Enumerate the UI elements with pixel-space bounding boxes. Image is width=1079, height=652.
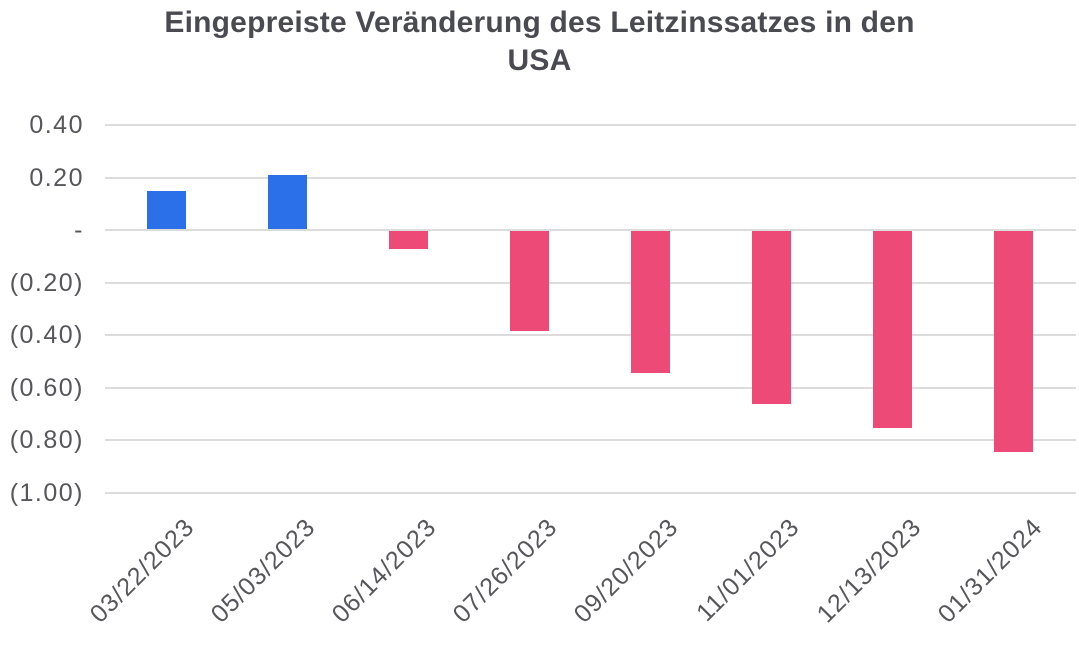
gridline xyxy=(105,176,1076,179)
x-axis-tick-label: 06/14/2023 xyxy=(326,513,443,629)
y-axis-tick-label: (1.00) xyxy=(9,478,84,507)
y-axis-tick-label: 0.20 xyxy=(29,163,84,192)
gridline xyxy=(105,386,1076,389)
y-axis-tick-label: - xyxy=(74,216,84,244)
chart-title-line2: USA xyxy=(507,44,572,77)
bar xyxy=(510,231,549,331)
x-axis-tick-label: 09/20/2023 xyxy=(569,513,685,629)
bar xyxy=(147,190,186,229)
bar xyxy=(994,231,1033,452)
bar xyxy=(631,231,670,373)
gridline xyxy=(105,491,1076,494)
x-axis-tick-label: 07/26/2023 xyxy=(447,513,564,629)
gridline xyxy=(105,334,1076,336)
y-axis-tick-label: (0.20) xyxy=(9,268,84,297)
x-axis-tick-label: 12/13/2023 xyxy=(811,513,927,629)
bar xyxy=(873,231,912,428)
gridline xyxy=(105,229,1076,231)
bar xyxy=(389,231,428,250)
y-axis-tick-label: (0.40) xyxy=(9,321,84,349)
x-axis-tick-label: 01/31/2024 xyxy=(932,513,1048,629)
gridline xyxy=(105,281,1076,284)
gridline xyxy=(105,124,1076,126)
y-axis-tick-label: (0.60) xyxy=(9,373,84,402)
bar xyxy=(752,231,791,405)
bar xyxy=(268,174,307,229)
y-axis-tick-label: 0.40 xyxy=(29,111,84,139)
x-axis-tick-label: 03/22/2023 xyxy=(84,513,200,629)
y-axis-tick-label: (0.80) xyxy=(9,426,84,454)
x-axis-tick-label: 05/03/2023 xyxy=(205,513,321,629)
gridline xyxy=(105,439,1076,441)
chart-title: Eingepreiste Veränderung des Leitzinssat… xyxy=(0,4,1079,80)
x-axis-tick-label: 11/01/2023 xyxy=(691,513,806,628)
chart-title-line1: Eingepreiste Veränderung des Leitzinssat… xyxy=(164,6,915,39)
